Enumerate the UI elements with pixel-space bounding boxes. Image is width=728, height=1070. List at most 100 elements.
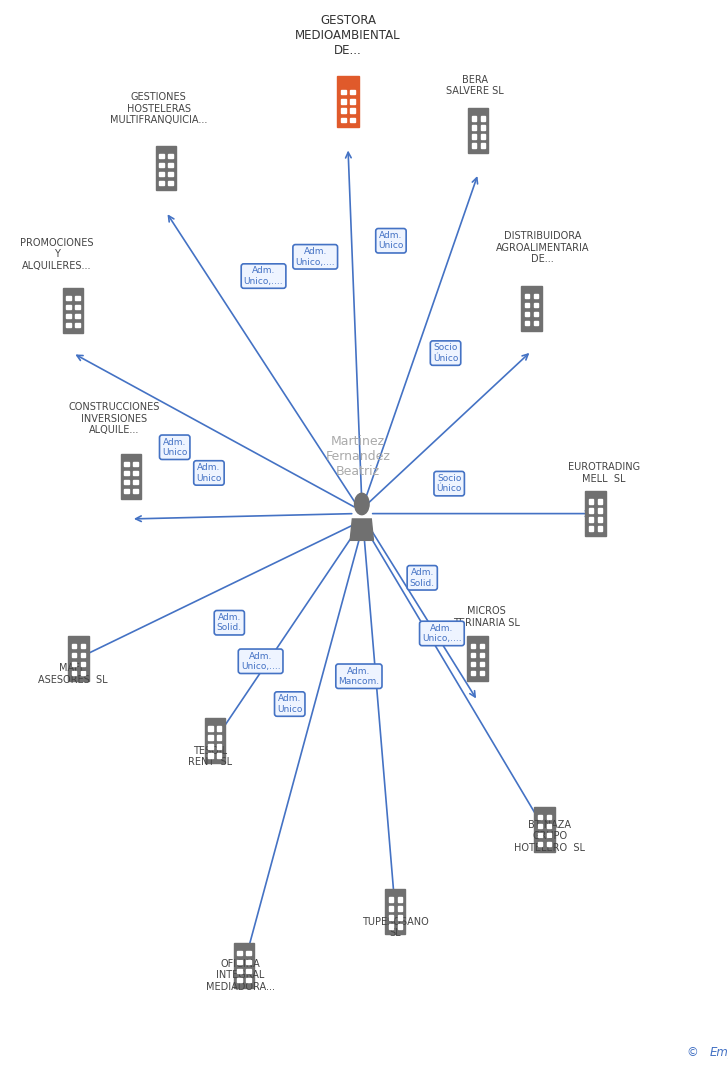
FancyBboxPatch shape — [208, 753, 213, 758]
FancyBboxPatch shape — [534, 294, 538, 299]
FancyBboxPatch shape — [168, 163, 173, 167]
FancyBboxPatch shape — [389, 906, 393, 911]
FancyBboxPatch shape — [385, 889, 405, 934]
Text: Adm.
Mancom.: Adm. Mancom. — [339, 667, 379, 686]
FancyBboxPatch shape — [538, 824, 542, 828]
FancyBboxPatch shape — [159, 171, 164, 177]
FancyBboxPatch shape — [75, 323, 79, 327]
FancyBboxPatch shape — [467, 636, 488, 681]
FancyBboxPatch shape — [208, 735, 213, 739]
FancyBboxPatch shape — [133, 479, 138, 485]
FancyBboxPatch shape — [589, 500, 593, 504]
FancyBboxPatch shape — [133, 462, 138, 467]
FancyBboxPatch shape — [589, 508, 593, 513]
Text: PROMOCIONES
Y
ALQUILERES...: PROMOCIONES Y ALQUILERES... — [20, 238, 93, 271]
FancyBboxPatch shape — [237, 951, 242, 956]
FancyBboxPatch shape — [350, 100, 355, 104]
FancyBboxPatch shape — [350, 108, 355, 113]
FancyBboxPatch shape — [168, 154, 173, 158]
FancyBboxPatch shape — [246, 960, 250, 964]
FancyBboxPatch shape — [525, 294, 529, 299]
FancyBboxPatch shape — [159, 163, 164, 167]
Text: MICROS
TERINARIA SL: MICROS TERINARIA SL — [453, 607, 520, 628]
FancyBboxPatch shape — [237, 968, 242, 974]
FancyBboxPatch shape — [397, 915, 402, 920]
FancyBboxPatch shape — [534, 311, 538, 317]
FancyBboxPatch shape — [237, 960, 242, 964]
Text: EUROTRADING
MELL  SL: EUROTRADING MELL SL — [568, 462, 641, 484]
FancyBboxPatch shape — [208, 727, 213, 731]
FancyBboxPatch shape — [480, 125, 485, 129]
Text: Adm.
Unico: Adm. Unico — [379, 231, 403, 250]
Text: GESTORA
MEDIOAMBIENTAL
DE...: GESTORA MEDIOAMBIENTAL DE... — [295, 14, 401, 57]
FancyBboxPatch shape — [133, 489, 138, 493]
Text: Adm.
Unico: Adm. Unico — [277, 694, 302, 714]
FancyBboxPatch shape — [234, 943, 254, 988]
FancyBboxPatch shape — [472, 143, 476, 148]
FancyBboxPatch shape — [159, 154, 164, 158]
FancyBboxPatch shape — [389, 915, 393, 920]
FancyBboxPatch shape — [341, 100, 346, 104]
FancyBboxPatch shape — [168, 171, 173, 177]
Text: GESTIONES
HOSTELERAS
MULTIFRANQUICIA...: GESTIONES HOSTELERAS MULTIFRANQUICIA... — [110, 92, 207, 125]
Text: TESOIL
RENT  SL: TESOIL RENT SL — [188, 746, 232, 767]
FancyBboxPatch shape — [217, 727, 221, 731]
FancyBboxPatch shape — [66, 314, 71, 319]
FancyBboxPatch shape — [471, 653, 475, 657]
FancyBboxPatch shape — [598, 500, 602, 504]
FancyBboxPatch shape — [480, 117, 485, 121]
FancyBboxPatch shape — [547, 815, 551, 820]
Polygon shape — [350, 519, 373, 540]
FancyBboxPatch shape — [480, 671, 484, 675]
FancyBboxPatch shape — [341, 108, 346, 113]
FancyBboxPatch shape — [217, 753, 221, 758]
FancyBboxPatch shape — [75, 296, 79, 301]
FancyBboxPatch shape — [159, 181, 164, 185]
FancyBboxPatch shape — [480, 143, 485, 148]
FancyBboxPatch shape — [341, 90, 346, 94]
Text: Adm.
Unico,....: Adm. Unico,.... — [422, 624, 462, 643]
FancyBboxPatch shape — [81, 671, 85, 675]
FancyBboxPatch shape — [538, 815, 542, 820]
FancyBboxPatch shape — [589, 517, 593, 522]
FancyBboxPatch shape — [598, 508, 602, 513]
Text: TUPESOSANO
SL: TUPESOSANO SL — [362, 917, 429, 938]
Text: Empresia: Empresia — [710, 1046, 728, 1059]
FancyBboxPatch shape — [72, 671, 76, 675]
FancyBboxPatch shape — [472, 117, 476, 121]
FancyBboxPatch shape — [124, 489, 129, 493]
Text: OFICINA
INTEGRAL
MEDIADORA...: OFICINA INTEGRAL MEDIADORA... — [206, 959, 274, 992]
FancyBboxPatch shape — [124, 471, 129, 475]
Text: Adm.
Unico,....: Adm. Unico,.... — [241, 652, 280, 671]
Text: Adm.
Unico,....: Adm. Unico,.... — [296, 247, 335, 266]
FancyBboxPatch shape — [81, 653, 85, 657]
FancyBboxPatch shape — [81, 661, 85, 667]
FancyBboxPatch shape — [66, 323, 71, 327]
FancyBboxPatch shape — [397, 924, 402, 929]
FancyBboxPatch shape — [525, 311, 529, 317]
FancyBboxPatch shape — [534, 321, 538, 325]
FancyBboxPatch shape — [534, 807, 555, 852]
FancyBboxPatch shape — [480, 644, 484, 648]
FancyBboxPatch shape — [471, 661, 475, 667]
FancyBboxPatch shape — [521, 286, 542, 331]
Text: CONSTRUCCIONES
INVERSIONES
ALQUILE...: CONSTRUCCIONES INVERSIONES ALQUILE... — [68, 402, 160, 435]
FancyBboxPatch shape — [66, 296, 71, 301]
Text: Adm.
Solid.: Adm. Solid. — [217, 613, 242, 632]
FancyBboxPatch shape — [534, 303, 538, 307]
FancyBboxPatch shape — [121, 454, 141, 499]
FancyBboxPatch shape — [471, 671, 475, 675]
FancyBboxPatch shape — [525, 303, 529, 307]
FancyBboxPatch shape — [589, 526, 593, 531]
FancyBboxPatch shape — [63, 288, 83, 333]
FancyBboxPatch shape — [81, 644, 85, 648]
FancyBboxPatch shape — [350, 90, 355, 94]
FancyBboxPatch shape — [237, 978, 242, 982]
Circle shape — [355, 493, 369, 515]
FancyBboxPatch shape — [598, 526, 602, 531]
FancyBboxPatch shape — [389, 898, 393, 902]
FancyBboxPatch shape — [75, 305, 79, 309]
Text: BT NAZA
GRUPO
HOTELERO  SL: BT NAZA GRUPO HOTELERO SL — [514, 820, 585, 853]
FancyBboxPatch shape — [168, 181, 173, 185]
FancyBboxPatch shape — [547, 842, 551, 846]
